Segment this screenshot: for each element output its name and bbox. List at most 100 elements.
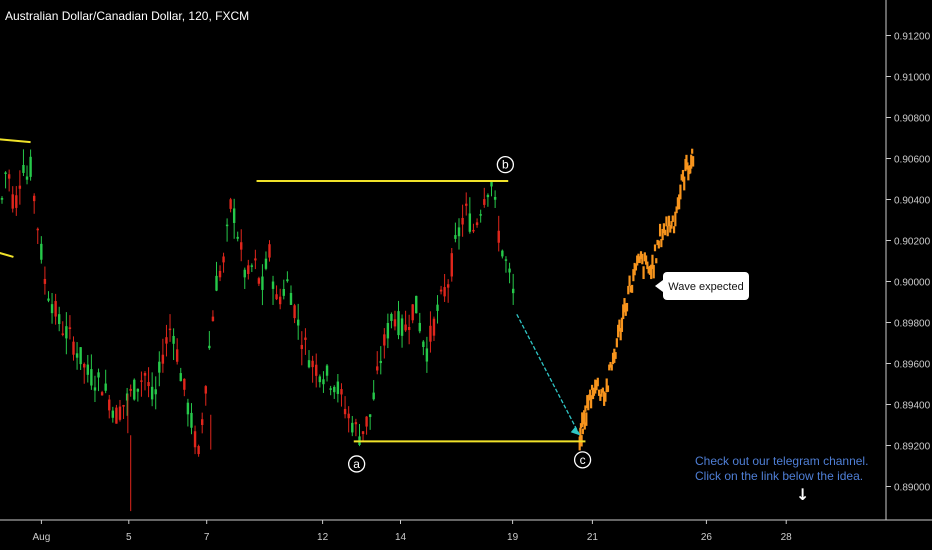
projection-candle — [660, 239, 663, 248]
candle-body — [315, 364, 318, 376]
candle-body — [79, 347, 82, 365]
candle-body — [397, 311, 400, 336]
wave-label-c: c — [580, 453, 586, 467]
candle-body — [278, 296, 282, 305]
candle-body — [68, 327, 72, 330]
candle-body — [311, 360, 314, 368]
candle-body — [361, 431, 365, 435]
price-tick-label: 0.90000 — [894, 278, 931, 289]
projection-candle — [611, 352, 615, 365]
projection-candle — [606, 385, 610, 392]
candle-body — [472, 229, 475, 232]
candle-body — [36, 228, 39, 231]
candle-body — [465, 203, 468, 206]
projection-candle — [651, 254, 654, 270]
candle-body — [483, 199, 486, 205]
candle-body — [165, 337, 168, 344]
candle-body — [40, 243, 43, 260]
candle-body — [307, 360, 311, 368]
candle-body — [129, 388, 132, 391]
candle-body — [240, 242, 243, 250]
projection-candle — [615, 338, 618, 348]
candle-body — [390, 313, 393, 321]
candle-body — [100, 392, 104, 396]
price-tick-label: 0.90800 — [894, 114, 931, 125]
projection-candle — [618, 319, 621, 332]
candle-body — [108, 399, 111, 411]
projection-candle — [675, 206, 678, 214]
candle-body — [243, 269, 246, 278]
price-tick-label: 0.89800 — [894, 319, 931, 330]
candle-body — [183, 378, 186, 390]
candle-body — [18, 185, 22, 189]
projection-candle — [608, 364, 611, 371]
candle-body — [461, 217, 464, 225]
projection-candle — [604, 392, 607, 402]
projection-candle — [661, 228, 664, 241]
chart-title: Australian Dollar/Canadian Dollar, 120, … — [5, 9, 250, 23]
candle-body — [208, 345, 211, 349]
candle-body — [143, 373, 147, 376]
candle-body — [197, 446, 200, 455]
candle-body — [411, 304, 414, 321]
time-tick-label: 14 — [395, 532, 407, 543]
candle-body — [90, 369, 93, 386]
candle-body — [271, 281, 275, 289]
candle-body — [425, 348, 429, 362]
projection-candle — [579, 423, 583, 429]
candle-body — [443, 287, 446, 297]
projection-candle — [653, 244, 657, 252]
projection-candle — [681, 169, 685, 182]
time-tick-label: Aug — [33, 532, 51, 543]
projection-candle — [685, 154, 688, 164]
candle-body — [257, 278, 261, 284]
candle-body — [172, 335, 175, 344]
candle-body — [11, 194, 14, 209]
projection-candle — [671, 215, 674, 222]
candle-body — [118, 406, 122, 420]
candle-body — [493, 196, 497, 200]
candle-body — [50, 304, 54, 314]
projection-candle — [657, 240, 660, 249]
candle-body — [393, 319, 397, 327]
price-tick-label: 0.91200 — [894, 32, 931, 43]
wave-label-a: a — [353, 457, 360, 471]
candle-body — [289, 292, 293, 305]
candles-layer — [0, 149, 515, 512]
candle-body — [429, 325, 432, 342]
candle-body — [218, 270, 222, 278]
projection-candle — [603, 391, 606, 406]
projection-candle — [581, 428, 584, 435]
projection-candle — [579, 427, 582, 440]
telegram-note: Check out our telegram channel. Click on… — [695, 454, 868, 484]
candle-body — [340, 389, 343, 395]
candle-body — [275, 294, 278, 300]
price-axis[interactable]: 0.91200 0.91000 0.90800 0.90600 0.90400 0.902… — [886, 32, 931, 494]
candle-body — [43, 278, 47, 284]
annotation-layer: a b c — [0, 138, 592, 473]
channel-bottom-line — [0, 252, 14, 258]
projection-candle — [684, 158, 687, 172]
candle-body — [354, 422, 358, 425]
projection-candle — [595, 380, 598, 391]
candle-body — [204, 386, 207, 394]
candle-body — [225, 224, 229, 227]
candle-body — [104, 383, 107, 391]
projection-candle — [633, 262, 636, 276]
candle-body — [97, 372, 100, 378]
projection-candle — [587, 399, 590, 411]
projection-candle — [644, 255, 648, 265]
candle-body — [201, 419, 204, 425]
candle-body — [93, 387, 97, 391]
candle-body — [54, 301, 57, 317]
candle-body — [125, 393, 129, 401]
projection-candle — [680, 174, 683, 181]
projection-candle — [599, 394, 602, 401]
time-axis[interactable]: Aug 5 7 12 14 19 21 26 28 — [33, 520, 793, 543]
candle-body — [190, 412, 193, 428]
projection-candle — [678, 194, 681, 210]
wave-label-b-circle — [496, 155, 515, 174]
candle-body — [383, 334, 386, 346]
candle-body — [293, 305, 296, 319]
